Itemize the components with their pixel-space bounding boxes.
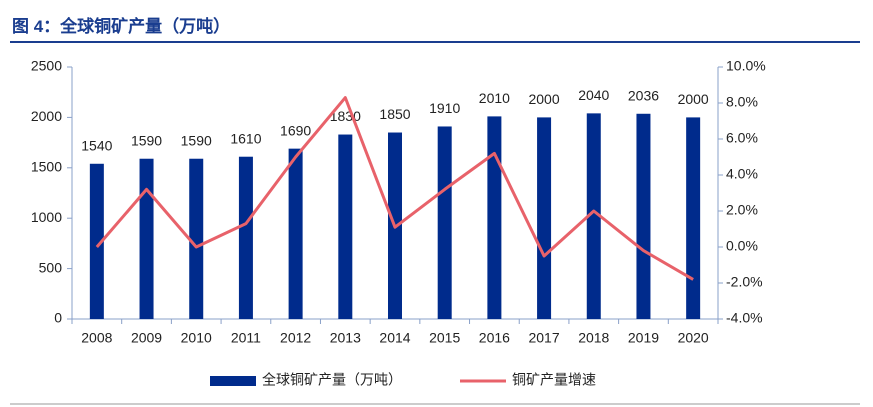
bar [238, 156, 253, 319]
y2-tick-label: 0.0% [726, 238, 758, 254]
y-tick-label: 1000 [31, 209, 62, 225]
chart-title: 图 4：全球铜矿产量（万吨） [12, 16, 230, 36]
x-tick-label: 2015 [429, 330, 460, 346]
y2-tick-label: 2.0% [726, 202, 758, 218]
x-tick-label: 2012 [280, 330, 311, 346]
x-tick-label: 2020 [678, 330, 709, 346]
y-tick-label: 500 [39, 259, 63, 275]
y2-tick-label: -2.0% [726, 274, 763, 290]
bar [288, 148, 303, 319]
y2-tick-label: 6.0% [726, 130, 758, 146]
y-tick-label: 2500 [31, 58, 62, 74]
bar [586, 113, 601, 319]
x-tick-label: 2018 [578, 330, 609, 346]
bar-value-label: 1610 [230, 130, 261, 146]
x-tick-label: 2010 [181, 330, 212, 346]
bar-value-label: 2000 [678, 91, 709, 107]
bar-value-label: 2000 [528, 91, 559, 107]
legend-label: 全球铜矿产量（万吨） [262, 372, 402, 388]
bar-value-label: 2010 [479, 90, 510, 106]
y2-tick-label: 8.0% [726, 94, 758, 110]
bar [437, 126, 452, 319]
y-tick-label: 0 [54, 310, 62, 326]
bar-value-label: 2036 [628, 87, 659, 103]
bar [89, 163, 104, 319]
line [95, 96, 694, 281]
bar-value-label: 1590 [131, 132, 162, 148]
x-tick-label: 2019 [628, 330, 659, 346]
x-tick-label: 2011 [231, 330, 261, 346]
x-tick-label: 2013 [330, 330, 361, 346]
bar [537, 117, 552, 320]
bar-value-label: 2040 [578, 87, 609, 103]
y-tick-label: 1500 [31, 159, 62, 175]
x-tick-label: 2008 [81, 330, 112, 346]
bar-value-label: 1910 [429, 100, 460, 116]
legend-swatch [210, 376, 256, 386]
x-tick-label: 2017 [528, 330, 559, 346]
x-tick-label: 2009 [131, 330, 162, 346]
x-tick-label: 2016 [479, 330, 510, 346]
bar-value-label: 1850 [379, 106, 410, 122]
bar [189, 158, 204, 319]
bar-value-label: 1540 [81, 137, 112, 153]
bar-value-label: 1690 [280, 122, 311, 138]
bar [686, 117, 701, 320]
y-tick-label: 2000 [31, 108, 62, 124]
bar [636, 113, 651, 319]
bar [487, 116, 502, 319]
y2-tick-label: 4.0% [726, 166, 758, 182]
bar [338, 134, 353, 319]
legend-label: 铜矿产量增速 [512, 372, 596, 388]
y2-tick-label: -4.0% [726, 310, 763, 326]
y2-tick-label: 10.0% [726, 58, 766, 74]
bar [139, 158, 154, 319]
x-tick-label: 2014 [379, 330, 410, 346]
bar-value-label: 1590 [181, 132, 212, 148]
